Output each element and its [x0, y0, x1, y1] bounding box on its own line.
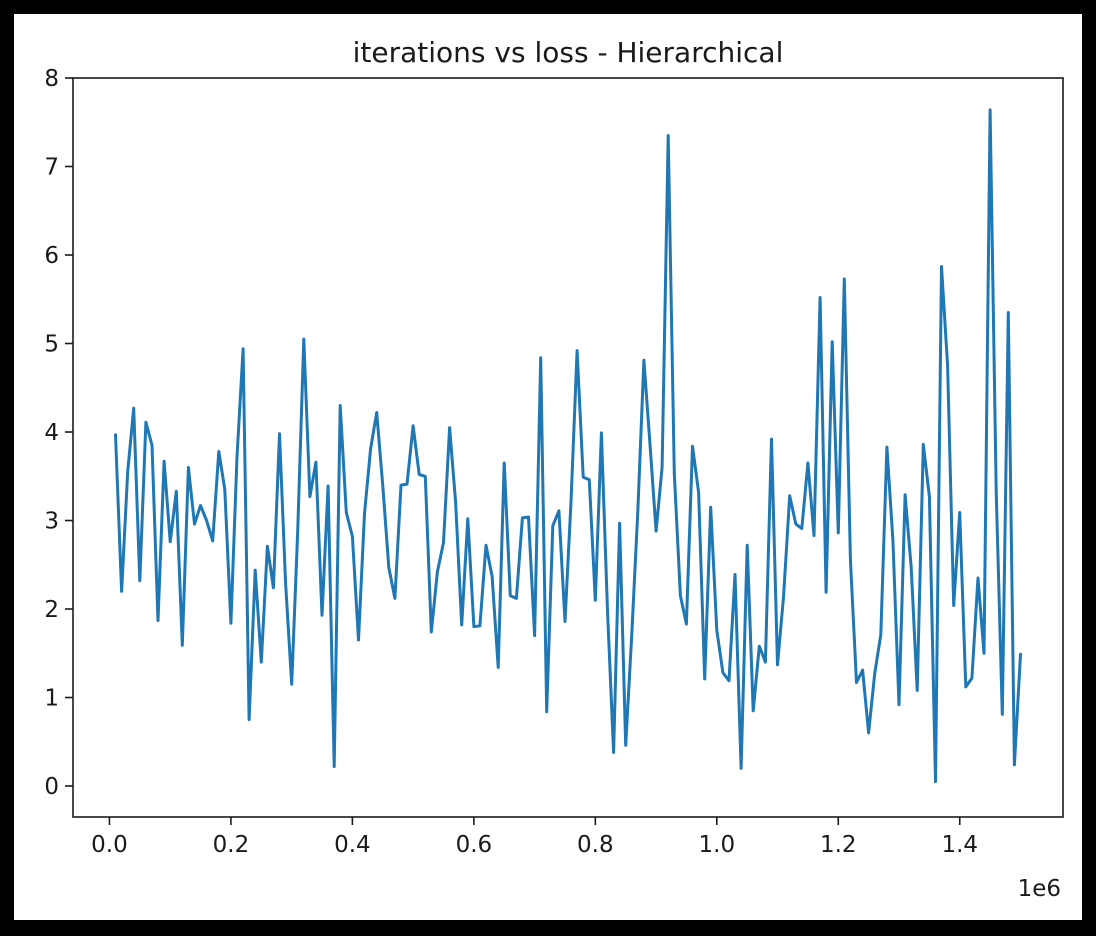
y-tick-label: 0	[44, 774, 59, 800]
y-tick-label: 5	[44, 332, 59, 358]
y-tick-label: 3	[44, 509, 59, 535]
x-axis-offset-label: 1e6	[1018, 876, 1061, 902]
x-tick-label: 1.2	[820, 832, 857, 858]
figure-panel: iterations vs loss - Hierarchical 0.0 0.2…	[14, 14, 1082, 920]
x-tick-label: 0.2	[213, 832, 250, 858]
y-tick-label: 6	[44, 243, 59, 269]
x-tick-label: 1.4	[941, 832, 978, 858]
y-tick-label: 8	[44, 66, 59, 92]
x-tick-label: 0.6	[456, 832, 493, 858]
plot-frame	[72, 77, 1064, 818]
x-tick-label: 1.0	[699, 832, 736, 858]
y-tick-label: 2	[44, 597, 59, 623]
loss-series-line	[114, 108, 1022, 784]
y-axis-ticks: 0 1 2 3 4 5 6 7 8	[44, 66, 73, 800]
x-tick-label: 0.8	[577, 832, 614, 858]
chart-title: iterations vs loss - Hierarchical	[353, 36, 784, 69]
y-tick-label: 1	[44, 686, 59, 712]
line-chart: iterations vs loss - Hierarchical 0.0 0.2…	[44, 36, 1064, 902]
x-axis-ticks: 0.0 0.2 0.4 0.6 0.8 1.0 1.2 1.4	[91, 817, 978, 858]
y-tick-label: 7	[44, 155, 59, 181]
x-tick-label: 0.0	[91, 832, 128, 858]
x-tick-label: 0.4	[334, 832, 371, 858]
y-tick-label: 4	[44, 420, 59, 446]
